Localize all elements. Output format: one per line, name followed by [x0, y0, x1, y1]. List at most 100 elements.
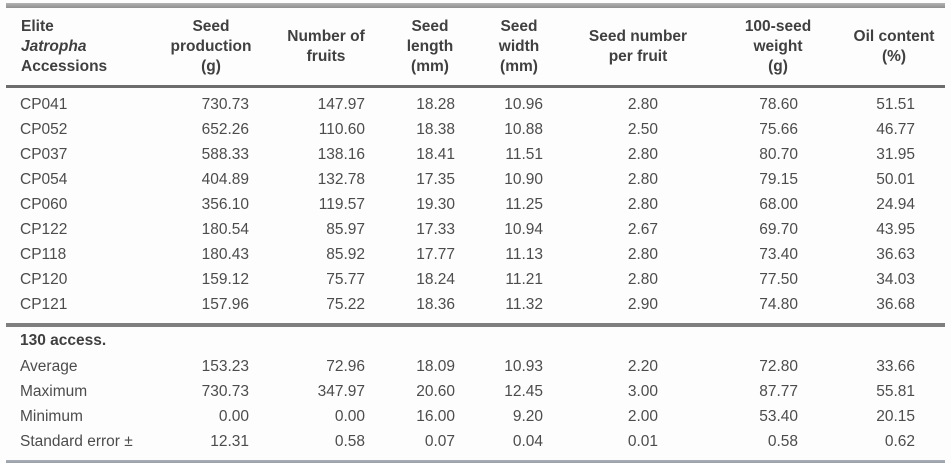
- cell-seed-width: 10.90: [504, 171, 543, 188]
- row-label: CP121: [20, 296, 68, 313]
- cell-seed-width: 11.21: [505, 271, 543, 288]
- cell-seed-number-per-fruit: 2.80: [627, 146, 658, 163]
- header-line: per fruit: [608, 48, 668, 65]
- cell-number-of-fruits: 85.92: [326, 246, 365, 263]
- jatropha-accessions-table: Elite Jatropha Accessions Seed production (g)…: [6, 8, 945, 460]
- row-label: Maximum: [20, 383, 88, 400]
- summary-rows: Average 153.23 72.96 18.09 10.93 2.20 72.80 33.…: [6, 354, 945, 460]
- header-line: width: [498, 38, 540, 55]
- row-label: CP054: [20, 171, 68, 188]
- table-row: CP118 180.43 85.92 17.77 11.13 2.80 73.40 36.63: [6, 242, 945, 267]
- accessions-rows: CP041 730.73 147.97 18.28 10.96 2.80 78.60 51.5…: [6, 87, 945, 325]
- cell-hundred-seed-weight: 69.70: [759, 221, 798, 238]
- cell-hundred-seed-weight: 77.50: [759, 271, 798, 288]
- table-row: CP052 652.26 110.60 18.38 10.88 2.50 75.66 46.7…: [6, 117, 945, 142]
- section-group: 130 access.: [6, 325, 945, 354]
- header-line: Oil content: [853, 28, 935, 45]
- row-label: CP041: [20, 96, 68, 113]
- cell-seed-width: 11.25: [505, 196, 543, 213]
- cell-oil-content: 20.15: [876, 408, 915, 425]
- header-cell-oil-content: Oil content (%): [843, 8, 945, 88]
- header-cell-seed-number-per-fruit: Seed number per fruit: [563, 8, 713, 88]
- table-row: CP122 180.54 85.97 17.33 10.94 2.67 69.70 43.95: [6, 217, 945, 242]
- row-label: CP037: [20, 146, 68, 163]
- cell-seed-number-per-fruit: 2.80: [627, 271, 658, 288]
- header-cell-number-of-fruits: Number of fruits: [267, 8, 385, 88]
- cell-number-of-fruits: 138.16: [317, 146, 365, 163]
- header-line: (g): [201, 58, 221, 75]
- cell-seed-width: 10.94: [504, 221, 543, 238]
- cell-oil-content: 24.94: [876, 196, 915, 213]
- cell-seed-production: 730.73: [201, 383, 249, 400]
- cell-seed-width: 12.45: [504, 383, 543, 400]
- table-row: CP120 159.12 75.77 18.24 11.21 2.80 77.50 34.03: [6, 267, 945, 292]
- header-cell-hundred-seed-weight: 100-seed weight (g): [713, 8, 843, 88]
- cell-seed-length: 16.00: [416, 408, 455, 425]
- cell-oil-content: 43.95: [876, 221, 915, 238]
- table-row: Average 153.23 72.96 18.09 10.93 2.20 72.80 33.…: [6, 354, 945, 379]
- cell-seed-production: 157.96: [201, 296, 249, 313]
- header-line: Seed: [192, 18, 230, 35]
- cell-seed-production: 356.10: [201, 196, 249, 213]
- cell-oil-content: 31.95: [876, 146, 915, 163]
- header-cell-seed-length: Seed length (mm): [385, 8, 475, 88]
- header-line: length: [406, 38, 454, 55]
- cell-seed-number-per-fruit: 0.01: [627, 433, 658, 450]
- cell-seed-width: 11.51: [505, 146, 543, 163]
- cell-seed-width: 9.20: [512, 408, 543, 425]
- table-top-rule: [6, 3, 945, 8]
- cell-seed-number-per-fruit: 2.80: [627, 171, 658, 188]
- row-label: Standard error ±: [20, 433, 133, 450]
- table-row: CP041 730.73 147.97 18.28 10.96 2.80 78.60 51.5…: [6, 87, 945, 118]
- cell-hundred-seed-weight: 79.15: [759, 171, 798, 188]
- cell-seed-production: 0.00: [218, 408, 249, 425]
- section-label: 130 access.: [20, 332, 107, 349]
- cell-seed-production: 404.89: [201, 171, 249, 188]
- cell-number-of-fruits: 132.78: [317, 171, 365, 188]
- row-label: CP052: [20, 121, 68, 138]
- cell-seed-number-per-fruit: 2.67: [627, 221, 658, 238]
- header-cell-seed-width: Seed width (mm): [475, 8, 563, 88]
- cell-number-of-fruits: 147.97: [317, 96, 365, 113]
- cell-hundred-seed-weight: 78.60: [759, 96, 798, 113]
- cell-number-of-fruits: 85.97: [326, 221, 365, 238]
- cell-seed-number-per-fruit: 2.20: [627, 358, 658, 375]
- row-label: CP122: [20, 221, 68, 238]
- cell-seed-production: 730.73: [201, 96, 249, 113]
- cell-seed-length: 18.36: [416, 296, 455, 313]
- cell-seed-length: 17.35: [416, 171, 455, 188]
- cell-oil-content: 50.01: [876, 171, 915, 188]
- cell-seed-width: 10.88: [504, 121, 543, 138]
- cell-seed-number-per-fruit: 2.80: [627, 96, 658, 113]
- cell-number-of-fruits: 72.96: [326, 358, 365, 375]
- cell-seed-production: 652.26: [201, 121, 249, 138]
- cell-seed-length: 19.30: [416, 196, 455, 213]
- cell-seed-length: 0.07: [424, 433, 455, 450]
- cell-hundred-seed-weight: 73.40: [759, 246, 798, 263]
- table-row: CP054 404.89 132.78 17.35 10.90 2.80 79.15 50.0…: [6, 167, 945, 192]
- cell-number-of-fruits: 75.22: [326, 296, 365, 313]
- cell-seed-length: 17.33: [416, 221, 455, 238]
- cell-seed-production: 153.23: [201, 358, 249, 375]
- cell-oil-content: 36.68: [876, 296, 915, 313]
- cell-number-of-fruits: 0.58: [334, 433, 365, 450]
- row-label: CP118: [20, 246, 67, 263]
- header-line: Seed: [411, 18, 449, 35]
- table-row: CP037 588.33 138.16 18.41 11.51 2.80 80.70 31.9…: [6, 142, 945, 167]
- header-line: fruits: [306, 48, 346, 65]
- cell-hundred-seed-weight: 53.40: [759, 408, 798, 425]
- cell-number-of-fruits: 110.60: [318, 121, 365, 138]
- table-row: CP121 157.96 75.22 18.36 11.32 2.90 74.80 36.68: [6, 292, 945, 325]
- cell-oil-content: 51.51: [876, 96, 915, 113]
- cell-seed-length: 18.38: [416, 121, 455, 138]
- row-label: CP120: [20, 271, 68, 288]
- header-cell-accessions: Elite Jatropha Accessions: [6, 8, 155, 88]
- cell-seed-width: 11.32: [505, 296, 543, 313]
- section-row: 130 access.: [6, 325, 945, 354]
- cell-seed-number-per-fruit: 2.80: [627, 246, 658, 263]
- header-line: (mm): [500, 58, 538, 75]
- cell-seed-production: 180.54: [201, 221, 249, 238]
- accessions-table-wrapper: Elite Jatropha Accessions Seed production (g)…: [6, 3, 945, 463]
- header-line: (mm): [411, 58, 449, 75]
